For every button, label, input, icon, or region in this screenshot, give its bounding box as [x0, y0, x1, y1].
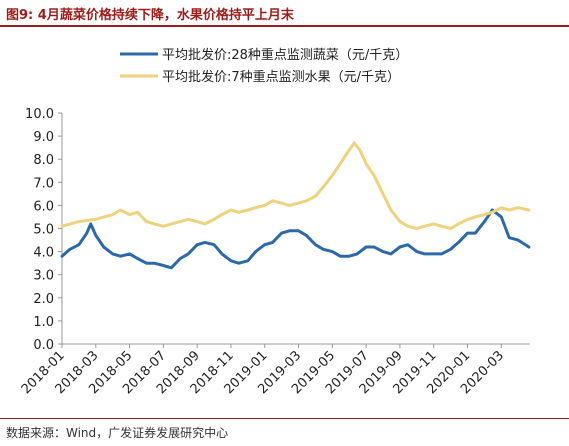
y-tick-label: 9.0: [33, 130, 54, 145]
line-chart: 平均批发价:28种重点监测蔬菜（元/千克） 平均批发价:7种重点监测水果（元/千克…: [19, 47, 531, 397]
y-tick-label: 10.0: [25, 107, 54, 122]
y-tick-label: 5.0: [33, 223, 54, 238]
series-line-0: [60, 208, 531, 270]
y-tick-label: 7.0: [33, 176, 54, 191]
y-axis: 0.0 1.0 2.0 3.0 4.0 5.0 6.0 7.0 8.0 9.0 10.0: [25, 107, 63, 353]
legend-label-1: 平均批发价:7种重点监测水果（元/千克）: [162, 69, 400, 85]
x-axis: 2018-012018-032018-052018-072018-092018-…: [19, 343, 530, 397]
y-tick-label: 2.0: [33, 292, 54, 307]
y-tick-label: 3.0: [33, 269, 54, 284]
legend-label-0: 平均批发价:28种重点监测蔬菜（元/千克）: [162, 47, 408, 63]
series-group: [60, 141, 531, 270]
y-tick-label: 0.0: [33, 338, 54, 353]
legend: 平均批发价:28种重点监测蔬菜（元/千克） 平均批发价:7种重点监测水果（元/千克…: [120, 47, 408, 85]
y-tick-label: 4.0: [33, 246, 54, 261]
source-note: 数据来源：Wind，广发证券发展研究中心: [6, 426, 229, 440]
figure-title: 图9: 4月蔬菜价格持续下降，水果价格持平上月末: [6, 8, 294, 23]
y-tick-label: 1.0: [33, 315, 54, 330]
figure-footer: 数据来源：Wind，广发证券发展研究中心: [0, 418, 569, 446]
y-tick-label: 8.0: [33, 153, 54, 168]
y-tick-label: 6.0: [33, 199, 54, 214]
series-line-1: [60, 141, 531, 230]
figure-header: 图9: 4月蔬菜价格持续下降，水果价格持平上月末: [0, 0, 569, 27]
